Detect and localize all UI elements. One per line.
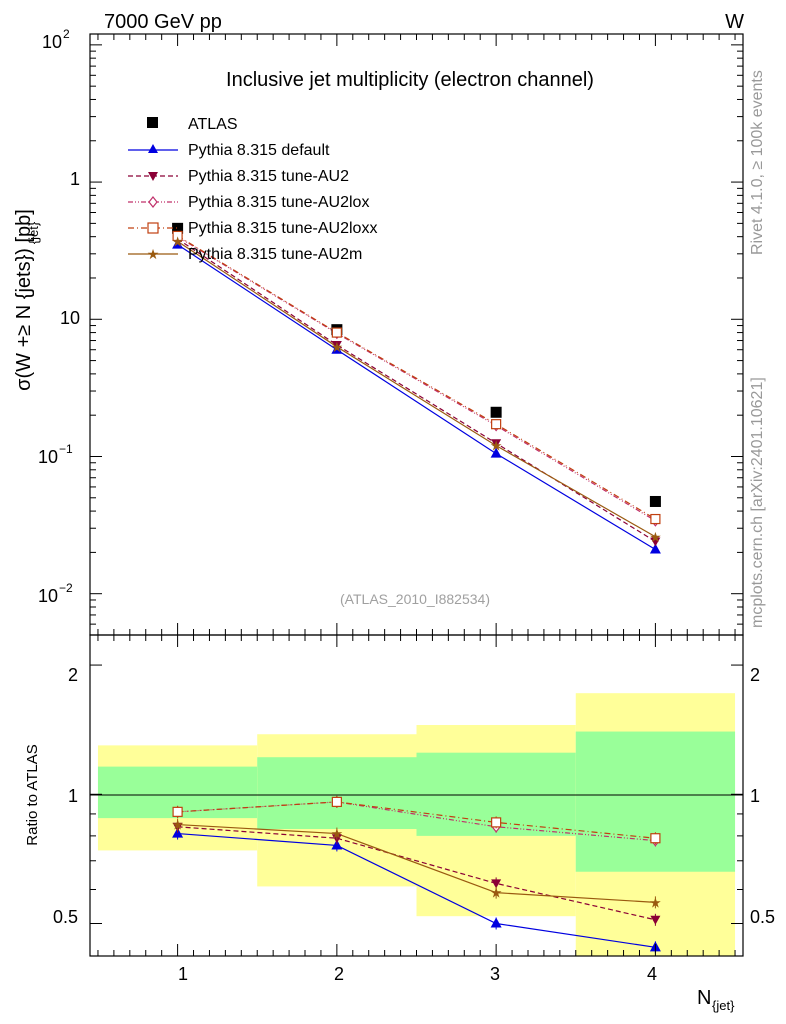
ratio-point-pythia-8-315-tune-au2loxx-2 [331, 796, 342, 807]
data-point-pythia-8-315-tune-au2-2 [331, 340, 342, 350]
series-line-pythia-8-315-tune-au2 [177, 238, 656, 543]
x-axis-label-subscript: {jet} [712, 998, 735, 1013]
ratio-line-pythia-8-315-default [177, 832, 656, 948]
ratio-panel: ★ ★ ★ ★ Ratio to ATLAS 2 1 0.5 2 1 0.5 [24, 634, 775, 957]
ratio-y-tick-label-right-0.5: 0.5 [750, 907, 775, 927]
series-line-pythia-8-315-tune-au2lox [177, 236, 656, 522]
data-point-pythia-8-315-tune-au2-4 [650, 537, 661, 547]
data-point-atlas-1 [172, 222, 184, 234]
data-point-pythia-8-315-tune-au2m-4: ★ [649, 529, 662, 545]
mcplots-label: mcplots.cern.ch [arXiv:2401.10621] [749, 377, 766, 628]
series-line-pythia-8-315-tune-au2loxx [177, 235, 656, 520]
legend: ATLAS Pythia 8.315 default Pythia 8.315 … [128, 116, 377, 263]
y-tick-mantissa: 10 [38, 586, 58, 606]
legend-label: Pythia 8.315 tune-AU2loxx [188, 220, 377, 237]
legend-entry-au2: Pythia 8.315 tune-AU2 [128, 168, 349, 185]
y-axis-label-subscript: {jet} [26, 221, 41, 244]
data-point-pythia-8-315-default-4 [649, 543, 661, 554]
x-tick-label-1: 1 [178, 964, 188, 984]
data-point-atlas-3 [490, 406, 502, 418]
ratio-y-axis-label: Ratio to ATLAS [24, 744, 41, 845]
series-line-pythia-8-315-tune-au2m [177, 240, 656, 538]
ratio-line-pythia-8-315-tune-au2 [177, 826, 656, 921]
legend-entry-default: Pythia 8.315 default [128, 142, 330, 159]
y-tick-exponent: −2 [59, 581, 73, 595]
data-point-pythia-8-315-tune-au2loxx-4 [650, 513, 661, 525]
ratio-line-pythia-8-315-tune-au2loxx [177, 801, 656, 839]
legend-entry-au2loxx: Pythia 8.315 tune-AU2loxx [128, 220, 377, 237]
ratio-point-pythia-8-315-default-2 [331, 839, 343, 850]
ratio-point-pythia-8-315-tune-au2m-1: ★ [171, 817, 184, 833]
x-tick-label-2: 2 [334, 964, 344, 984]
green-band-bin-4 [575, 731, 736, 872]
legend-marker-triangle-down [148, 172, 158, 181]
legend-label: Pythia 8.315 tune-AU2 [188, 168, 349, 185]
green-band-bin-2 [257, 757, 417, 830]
x-axis-label: N [697, 987, 711, 1009]
legend-label: Pythia 8.315 tune-AU2lox [188, 194, 369, 211]
series-line-pythia-8-315-default [177, 244, 656, 550]
ratio-point-pythia-8-315-tune-au2loxx-1 [172, 806, 183, 817]
ratio-point-pythia-8-315-tune-au2-4 [650, 915, 661, 925]
ratio-point-pythia-8-315-default-3 [490, 917, 502, 928]
data-point-pythia-8-315-tune-au2m-3: ★ [490, 438, 503, 454]
data-point-pythia-8-315-tune-au2loxx-3 [491, 419, 502, 430]
legend-label: ATLAS [188, 116, 238, 133]
legend-marker-triangle [148, 144, 158, 153]
legend-marker-diamond [148, 196, 158, 208]
ratio-y-tick-label-2: 2 [68, 665, 78, 685]
legend-label: Pythia 8.315 tune-AU2m [188, 246, 362, 263]
y-tick-exponent: −1 [59, 442, 73, 456]
y-tick-exponent: 2 [63, 27, 70, 41]
rivet-version-label: Rivet 4.1.0, ≥ 100k events [749, 70, 766, 255]
data-point-pythia-8-315-tune-au2-3 [491, 439, 502, 449]
y-tick-label-0.1: 10 −1 [38, 442, 73, 467]
legend-label: Pythia 8.315 default [188, 142, 330, 159]
y-tick-label-0.01: 10 −2 [38, 581, 73, 606]
ratio-point-pythia-8-315-tune-au2loxx-3 [491, 817, 502, 828]
x-tick-label-4: 4 [647, 964, 657, 984]
data-point-pythia-8-315-tune-au2m-2: ★ [331, 339, 344, 355]
legend-entry-au2lox: Pythia 8.315 tune-AU2lox [128, 194, 369, 211]
ratio-point-pythia-8-315-tune-au2m-4: ★ [649, 894, 662, 910]
data-point-pythia-8-315-tune-au2loxx-2 [331, 327, 342, 338]
data-point-pythia-8-315-tune-au2m-1: ★ [171, 233, 184, 249]
ratio-line-pythia-8-315-tune-au2m [177, 823, 656, 903]
legend-marker-square [147, 117, 158, 128]
header-process: W [725, 11, 744, 33]
analysis-watermark: (ATLAS_2010_I882534) [340, 591, 490, 607]
ratio-point-pythia-8-315-tune-au2m-2: ★ [331, 826, 344, 842]
y-tick-label-1: 10 [60, 308, 80, 328]
y-tick-label-100: 10 2 [42, 27, 70, 52]
ratio-point-pythia-8-315-tune-au2loxx-4 [650, 833, 661, 844]
x-tick-label-3: 3 [490, 964, 500, 984]
y-tick-mantissa: 10 [42, 32, 62, 52]
ratio-y-tick-label-0.5: 0.5 [53, 907, 78, 927]
data-point-pythia-8-315-tune-au2loxx-1 [172, 230, 183, 242]
ratio-y-tick-label-1: 1 [68, 786, 78, 806]
ratio-point-pythia-8-315-tune-au2-3 [491, 879, 502, 889]
ratio-point-pythia-8-315-tune-au2m-3: ★ [490, 885, 503, 901]
y-tick-label-10: 1 [70, 169, 80, 189]
legend-marker-star: ★ [147, 246, 160, 262]
legend-marker-open-square [147, 222, 159, 234]
plot-title: Inclusive jet multiplicity (electron cha… [226, 69, 594, 91]
y-axis-label: σ(W +≥ N {jets}) [pb] [13, 209, 35, 391]
ratio-y-tick-label-right-2: 2 [750, 665, 760, 685]
legend-entry-au2m: ★ Pythia 8.315 tune-AU2m [128, 246, 362, 263]
ratio-y-tick-label-right-1: 1 [750, 786, 760, 806]
data-point-atlas-4 [649, 495, 661, 507]
main-panel: ★ ★ ★ ★ Inclusive jet multiplicity (electro… [13, 27, 744, 636]
legend-entry-atlas: ATLAS [147, 116, 238, 133]
y-tick-mantissa: 10 [38, 447, 58, 467]
header-collision: 7000 GeV pp [104, 11, 222, 33]
data-point-pythia-8-315-default-3 [490, 447, 502, 458]
